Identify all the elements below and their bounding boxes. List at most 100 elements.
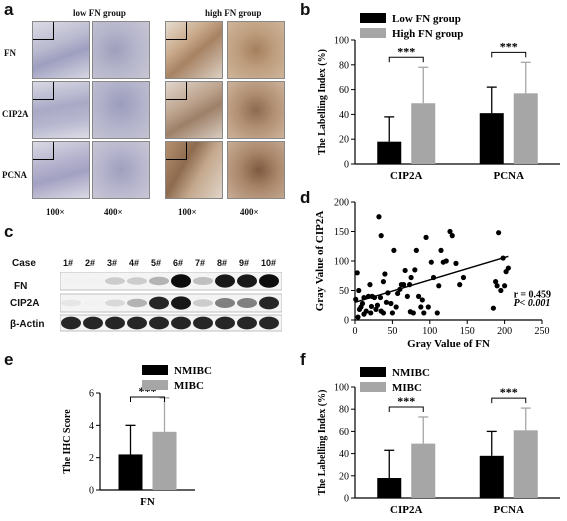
scatter-point [505, 265, 511, 271]
y-axis-label: The IHC Score [62, 409, 73, 474]
group-label-low: low FN group [73, 8, 126, 18]
blot-band [215, 298, 235, 308]
scatter-point [378, 233, 384, 239]
y-tick-label: 40 [339, 110, 349, 121]
scatter-point [449, 233, 455, 239]
y-axis-label: The Labelling Index (%) [317, 390, 328, 496]
ihc-image-low-pcna-400x [92, 141, 150, 199]
scatter-point [428, 259, 434, 265]
fit-line [354, 255, 509, 303]
x-axis-label: Gray Value of FN [407, 338, 490, 350]
legend-swatch [360, 28, 386, 38]
legend-swatch [360, 382, 386, 392]
mag-label-high-100x: 100× [178, 207, 197, 217]
legend-label: MIBC [392, 382, 422, 394]
y-tick-label: 80 [339, 405, 349, 416]
ihc-inset-marker [33, 22, 54, 40]
y-tick-label: 0 [344, 316, 349, 327]
scatter-point [413, 247, 419, 253]
legend-label: High FN group [392, 28, 463, 40]
ihc-inset-marker [166, 142, 187, 160]
mag-label-high-400x: 400× [240, 207, 259, 217]
legend-swatch [142, 365, 168, 375]
y-tick-label: 60 [339, 85, 349, 96]
scatter-point [388, 300, 394, 307]
scatter-point [395, 290, 401, 297]
blot-band [149, 276, 169, 286]
blot-band [83, 277, 103, 285]
bar [513, 93, 538, 164]
blot-band [259, 296, 279, 310]
ihc-image-high-pcna-400x [227, 141, 285, 199]
chart-b: 0 20 40 60 80 100 The Labelling Index (%) CIP2A… [317, 13, 560, 182]
lane-label: 4# [129, 258, 140, 268]
scatter-point [368, 303, 375, 310]
scatter-point [423, 234, 429, 240]
y-tick-label: 100 [334, 257, 349, 268]
significance-bracket [388, 56, 424, 63]
scatter-point [443, 258, 449, 264]
lane-label: 8# [217, 258, 228, 268]
significance-bracket [491, 397, 527, 404]
chart-f: 0 20 40 60 80 100 The Labelling Index (%) CIP2A… [317, 367, 560, 516]
y-tick-label: 100 [334, 383, 349, 394]
y-tick-label: 6 [89, 389, 94, 400]
scatter-point [410, 310, 416, 316]
panel-letter-d: d [300, 188, 311, 207]
ihc-image-high-cip2a-400x [227, 81, 285, 139]
significance-label: *** [500, 39, 518, 53]
x-tick-label: 100 [422, 326, 437, 337]
y-tick-label: 40 [339, 449, 349, 460]
ihc-inset-marker [166, 82, 187, 100]
scatter-point [418, 304, 424, 310]
lane-label: 1# [63, 258, 74, 268]
scatter-point [389, 310, 395, 316]
blot-band [237, 298, 257, 308]
scatter-point [382, 271, 388, 277]
y-tick-label: 0 [344, 494, 349, 505]
scatter-point [408, 274, 414, 281]
scatter-point [383, 299, 390, 305]
scatter-point [380, 279, 387, 285]
scatter-point [502, 283, 508, 289]
scatter-point [415, 293, 422, 299]
western-blot [60, 272, 282, 332]
y-tick-label: 4 [89, 421, 94, 432]
category-label: PCNA [493, 504, 524, 516]
blot-band [193, 277, 213, 285]
blot-band [149, 316, 169, 330]
ihc-image-low-pcna-100x [32, 141, 90, 199]
y-tick-label: 0 [344, 160, 349, 171]
blot-band [171, 316, 191, 330]
blot-band [83, 316, 103, 330]
y-tick-label: 60 [339, 427, 349, 438]
ihc-row-label-pcna: PCNA [2, 170, 27, 180]
bar [411, 103, 436, 164]
y-tick-label: 2 [89, 453, 94, 464]
y-tick-label: 150 [334, 227, 349, 238]
scatter-point [373, 306, 379, 312]
ihc-image-low-cip2a-100x [32, 81, 90, 139]
scatter-point [412, 267, 418, 273]
ihc-image-high-pcna-100x [165, 141, 223, 199]
blot-band [61, 299, 81, 307]
ihc-image-low-fn-400x [92, 21, 150, 79]
blot-band [61, 277, 81, 285]
blot-band [237, 274, 257, 288]
panel-letter-e: e [4, 350, 14, 369]
scatter-point [401, 282, 407, 288]
scatter-point [374, 302, 381, 308]
ihc-inset-marker [166, 22, 187, 40]
legend-swatch [360, 367, 386, 377]
blot-band [83, 299, 103, 307]
blot-band [105, 316, 125, 330]
ihc-image-high-fn-100x [165, 21, 223, 79]
ihc-inset-marker [33, 142, 54, 160]
scatter-point [404, 293, 410, 299]
scatter-point [367, 282, 373, 288]
p-annotation: P< 0.001 [514, 298, 551, 309]
scatter-point [391, 247, 397, 253]
scatter-point [425, 304, 431, 310]
significance-bracket [491, 51, 527, 58]
